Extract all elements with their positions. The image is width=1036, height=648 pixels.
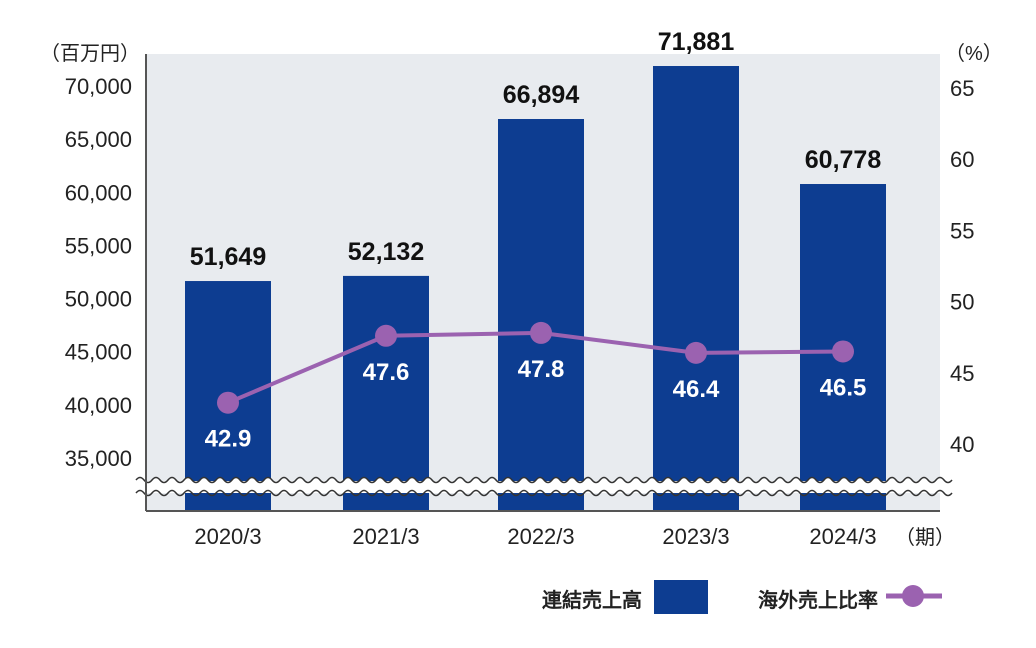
line-value-label: 47.6 [363, 359, 410, 386]
line-value-label: 46.5 [820, 374, 867, 401]
line-value-label: 46.4 [673, 376, 720, 403]
x-tick-label: 2022/3 [507, 524, 574, 549]
bar-2022/3 [498, 119, 584, 512]
line-point-2022/3 [530, 321, 552, 344]
line-point-2024/3 [832, 340, 854, 363]
line-value-label: 42.9 [205, 426, 252, 453]
x-tick-label: 2024/3 [809, 524, 876, 549]
bar-value-label: 71,881 [658, 28, 735, 56]
right-tick-label: 60 [950, 147, 974, 172]
axis-break-fill [134, 481, 952, 492]
left-tick-label: 70,000 [65, 74, 132, 99]
left-tick-label: 40,000 [65, 393, 132, 418]
legend-label-line: 海外売上比率 [758, 588, 878, 612]
right-tick-label: 45 [950, 361, 974, 386]
legend-swatch-marker [902, 585, 924, 607]
left-tick-label: 45,000 [65, 340, 132, 365]
line-point-2021/3 [375, 324, 397, 347]
line-value-label: 47.8 [518, 356, 565, 383]
legend: 連結売上高 海外売上比率 [542, 580, 942, 614]
left-tick-label: 50,000 [65, 287, 132, 312]
right-tick-label: 40 [950, 432, 974, 457]
line-point-2023/3 [685, 341, 707, 364]
bar-2021/3 [343, 275, 429, 511]
bar-value-label: 51,649 [190, 243, 266, 271]
axis-break-line-top [135, 476, 953, 484]
legend-swatch-bar [654, 580, 708, 614]
x-tick-label: 2021/3 [352, 524, 419, 549]
right-axis-unit: （%） [945, 42, 1003, 65]
left-tick-label: 55,000 [65, 233, 132, 258]
line-point-2020/3 [217, 391, 239, 414]
left-tick-label: 60,000 [65, 180, 132, 205]
left-tick-label: 65,000 [65, 127, 132, 152]
x-tick-label: 2023/3 [662, 524, 729, 549]
bar-value-label: 66,894 [503, 81, 580, 109]
bar-2023/3 [653, 66, 739, 512]
left-axis-unit: （百万円） [40, 42, 140, 65]
bar-value-label: 52,132 [348, 238, 424, 266]
axis-break-line-bottom [135, 489, 953, 497]
right-tick-label: 50 [950, 290, 974, 315]
right-tick-label: 65 [950, 76, 974, 101]
left-tick-label: 35,000 [65, 446, 132, 471]
x-tick-label: 2020/3 [194, 524, 261, 549]
x-axis-unit: （期） [895, 526, 955, 549]
right-tick-label: 55 [950, 218, 974, 243]
legend-label-bar: 連結売上高 [542, 588, 642, 612]
bar-value-label: 60,778 [805, 146, 882, 174]
